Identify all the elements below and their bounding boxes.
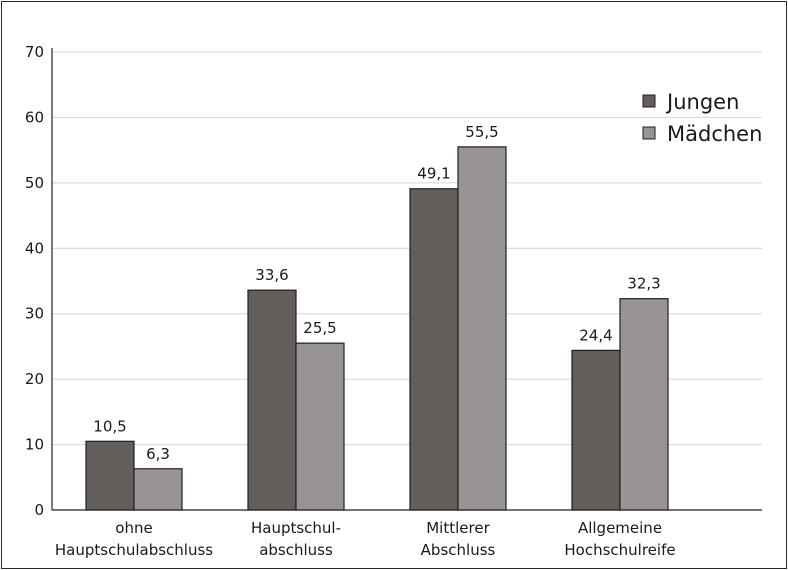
y-tick-label: 50 bbox=[25, 174, 44, 192]
x-tick-label: ohne bbox=[115, 519, 152, 537]
bar-jungen bbox=[85, 440, 135, 511]
x-tick-label: Mittlerer bbox=[426, 519, 490, 537]
data-label: 32,3 bbox=[627, 275, 660, 293]
data-label: 49,1 bbox=[417, 165, 450, 183]
data-label: 25,5 bbox=[303, 319, 336, 337]
x-tick-label: Hauptschul- bbox=[251, 519, 341, 537]
data-label: 55,5 bbox=[465, 123, 498, 141]
y-tick-label: 20 bbox=[25, 370, 44, 388]
y-tick-label: 0 bbox=[34, 501, 44, 519]
data-label: 6,3 bbox=[146, 445, 170, 463]
y-tick-label: 30 bbox=[25, 305, 44, 323]
bar-jungen bbox=[409, 188, 459, 511]
bar-maedchen bbox=[619, 298, 669, 511]
bar-maedchen bbox=[457, 146, 507, 511]
bar-maedchen bbox=[133, 468, 183, 511]
y-tick-label: 70 bbox=[25, 43, 44, 61]
x-tick-label: abschluss bbox=[259, 541, 333, 559]
legend-swatch bbox=[642, 94, 656, 108]
y-tick-label: 60 bbox=[25, 108, 44, 126]
y-tick-label: 10 bbox=[25, 436, 44, 454]
bar-jungen bbox=[247, 289, 297, 511]
legend-swatch bbox=[642, 126, 656, 140]
legend-label: Jungen bbox=[665, 90, 739, 114]
bar-jungen bbox=[571, 349, 621, 511]
y-tick-label: 40 bbox=[25, 239, 44, 257]
x-tick-label: Hauptschulabschluss bbox=[55, 541, 213, 559]
legend-label: Mädchen bbox=[667, 122, 762, 146]
data-label: 33,6 bbox=[255, 266, 288, 284]
x-tick-label: Allgemeine bbox=[578, 519, 662, 537]
x-tick-label: Abschluss bbox=[421, 541, 496, 559]
data-label: 24,4 bbox=[579, 326, 612, 344]
x-tick-label: Hochschulreife bbox=[564, 541, 675, 559]
data-label: 10,5 bbox=[93, 417, 126, 435]
bar-maedchen bbox=[295, 342, 345, 511]
